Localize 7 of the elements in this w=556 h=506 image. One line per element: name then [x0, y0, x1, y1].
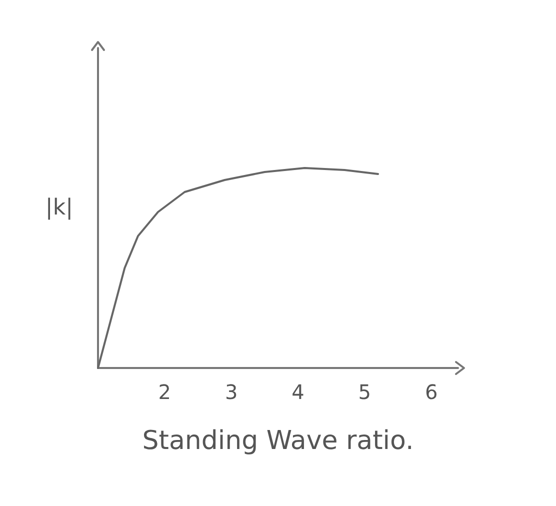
x-axis-title: Standing Wave ratio.: [142, 426, 414, 456]
x-tick-label: 6: [424, 380, 438, 404]
x-tick-label: 5: [358, 380, 372, 404]
y-axis-title: |k|: [45, 196, 73, 220]
x-tick-label: 4: [292, 380, 304, 404]
x-tick-label: 3: [224, 380, 238, 404]
x-tick-label: 2: [158, 380, 172, 404]
